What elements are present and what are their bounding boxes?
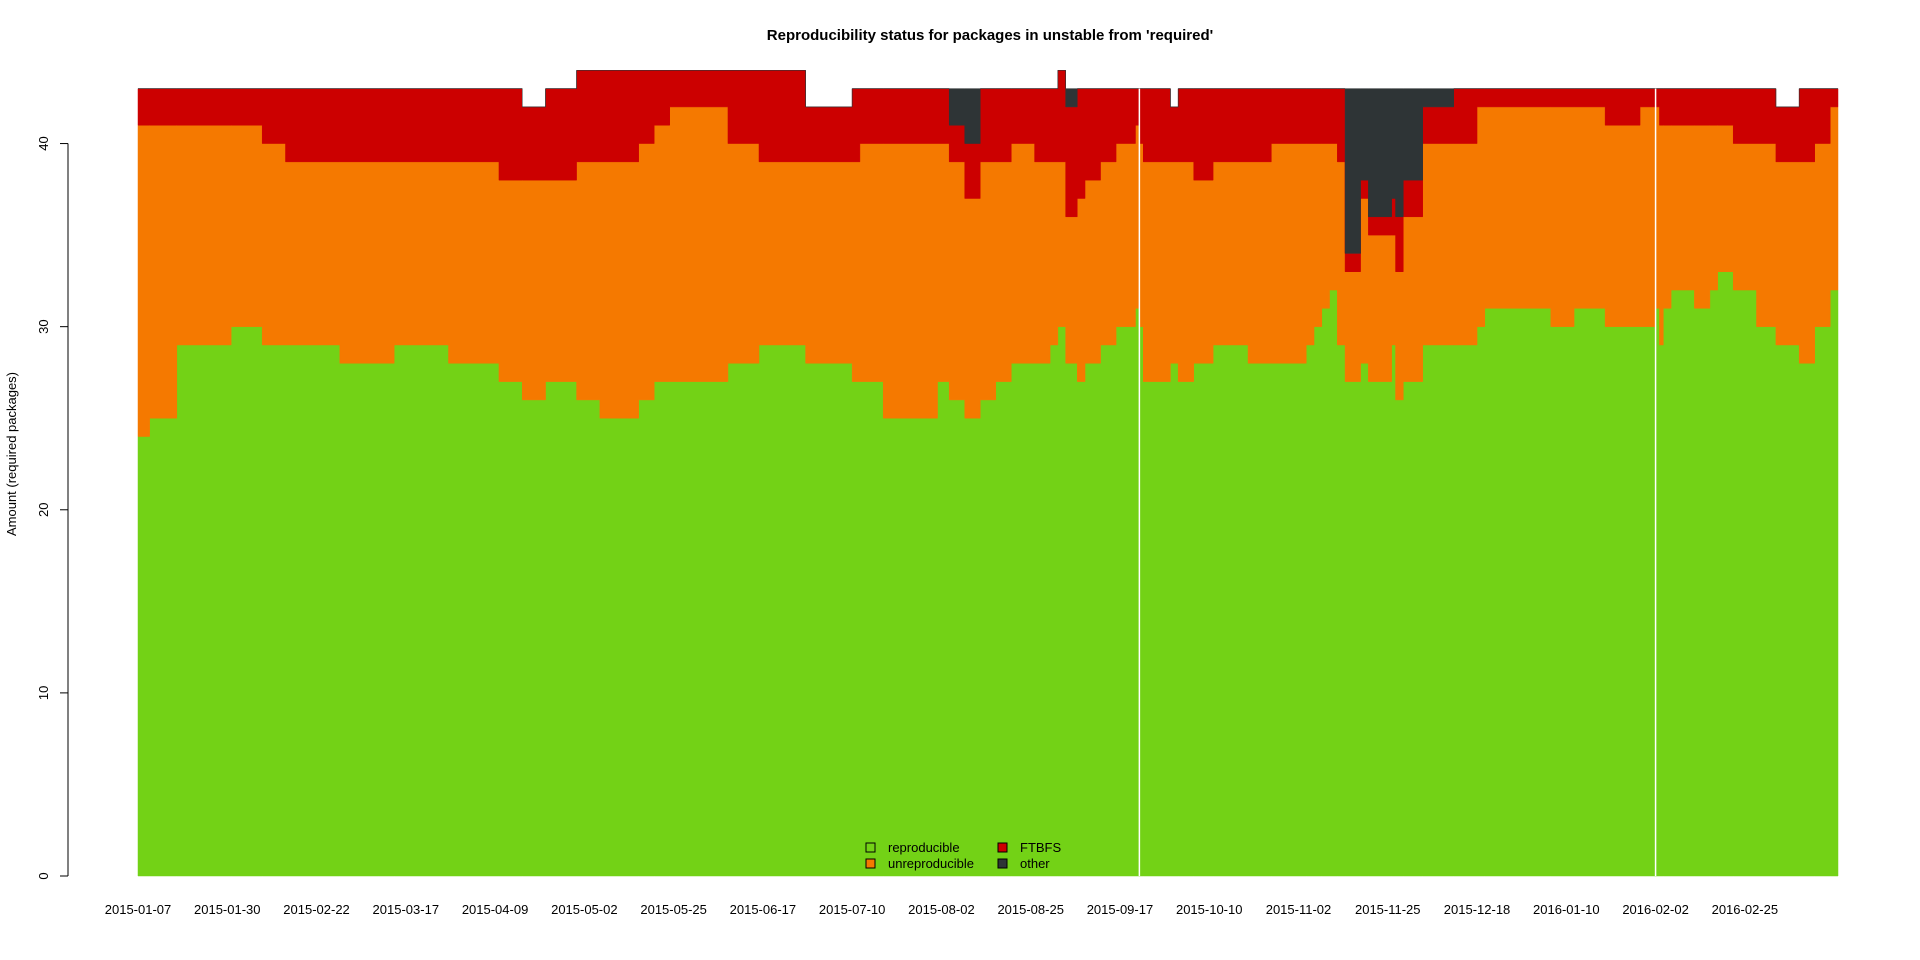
legend-swatch-unreproducible	[865, 858, 876, 869]
legend-label-other: other	[1020, 856, 1050, 871]
x-tick-label: 2015-12-18	[1444, 902, 1511, 917]
legend-label-reproducible: reproducible	[888, 840, 960, 855]
x-tick-label: 2015-01-07	[105, 902, 172, 917]
x-tick-label: 2015-11-02	[1266, 902, 1332, 917]
x-tick-label: 2015-11-25	[1355, 902, 1421, 917]
y-axis: 0 10 20 30 40	[36, 136, 69, 880]
x-tick-label: 2015-07-10	[819, 902, 886, 917]
area-other	[138, 70, 1838, 254]
x-tick-label: 2016-02-25	[1712, 902, 1779, 917]
x-tick-label: 2015-09-17	[1087, 902, 1154, 917]
chart-title: Reproducibility status for packages in u…	[767, 27, 1213, 44]
y-tick-label: 0	[36, 872, 51, 879]
x-tick-label: 2015-05-25	[640, 902, 707, 917]
x-tick-label: 2015-03-17	[373, 902, 440, 917]
x-tick-label: 2016-02-02	[1622, 902, 1689, 917]
x-tick-label: 2015-01-30	[194, 902, 261, 917]
x-tick-label: 2015-05-02	[551, 902, 618, 917]
x-tick-label: 2015-10-10	[1176, 902, 1243, 917]
legend-label-ftbfs: FTBFS	[1020, 840, 1061, 855]
legend-swatch-other	[997, 858, 1008, 869]
x-tick-label: 2015-06-17	[730, 902, 797, 917]
y-tick-label: 20	[36, 503, 51, 517]
x-tick-label: 2016-01-10	[1533, 902, 1600, 917]
x-tick-label: 2015-02-22	[283, 902, 350, 917]
x-tick-label: 2015-08-25	[997, 902, 1064, 917]
legend-swatch-reproducible	[865, 842, 876, 853]
stacked-area-layers	[137, 70, 1839, 877]
y-tick-label: 30	[36, 319, 51, 333]
x-axis: 2015-01-07 2015-01-30 2015-02-22 2015-03-17…	[105, 902, 1778, 917]
y-axis-label: Amount (required packages)	[4, 372, 19, 536]
x-tick-label: 2015-04-09	[462, 902, 529, 917]
x-tick-label: 2015-08-02	[908, 902, 975, 917]
legend-swatch-ftbfs	[997, 842, 1008, 853]
y-tick-label: 40	[36, 136, 51, 150]
y-tick-label: 10	[36, 686, 51, 700]
legend-label-unreproducible: unreproducible	[888, 856, 974, 871]
